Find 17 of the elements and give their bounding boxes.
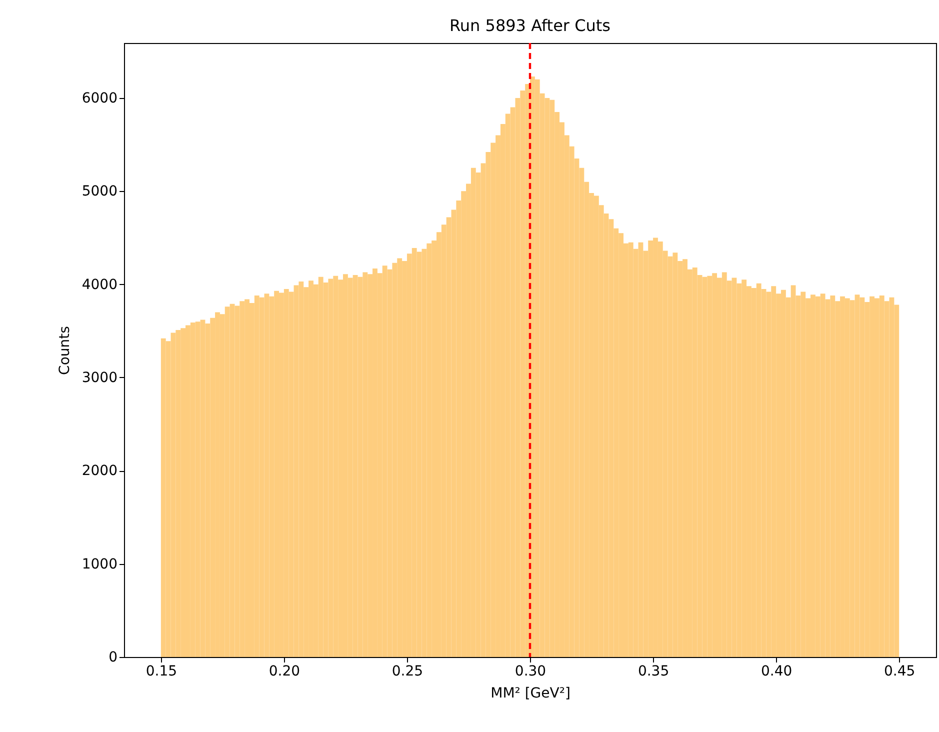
y-tick-label: 6000 bbox=[82, 90, 118, 106]
x-tick-label: 0.25 bbox=[392, 664, 424, 680]
y-axis-title: Counts bbox=[56, 326, 73, 375]
x-tick-label: 0.35 bbox=[638, 664, 670, 680]
y-tick-label: 1000 bbox=[82, 556, 118, 572]
y-tick-label: 0 bbox=[108, 650, 118, 666]
x-tick-label: 0.45 bbox=[884, 664, 916, 680]
y-tick-label: 4000 bbox=[82, 276, 118, 293]
x-tick-label: 0.20 bbox=[268, 664, 300, 680]
x-axis-title: MM² [GeV²] bbox=[490, 686, 570, 702]
x-tick-label: 0.40 bbox=[760, 664, 792, 680]
x-tick-label: 0.30 bbox=[514, 664, 546, 680]
chart-title: Run 5893 After Cuts bbox=[450, 16, 610, 35]
y-tick-label: 3000 bbox=[82, 370, 118, 386]
y-tick-label: 5000 bbox=[82, 184, 118, 200]
x-tick-label: 0.15 bbox=[146, 664, 177, 680]
y-tick-label: 2000 bbox=[82, 463, 118, 480]
